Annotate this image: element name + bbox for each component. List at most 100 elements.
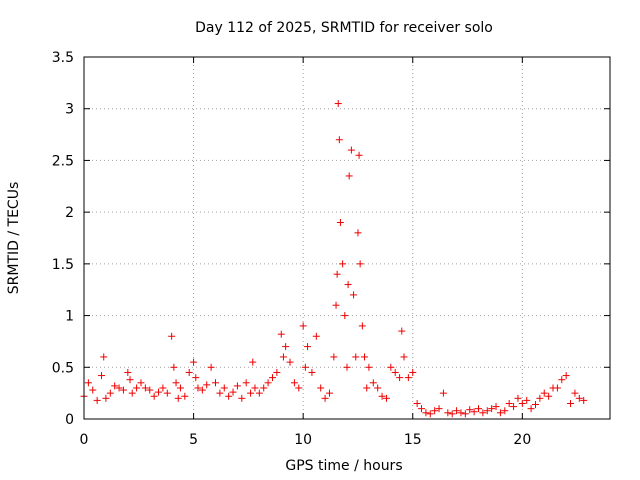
data-point [286, 358, 294, 366]
data-point [273, 368, 281, 376]
data-point [203, 381, 211, 389]
data-point [510, 403, 518, 411]
data-point [422, 409, 430, 417]
data-point [418, 405, 426, 413]
data-point [150, 392, 158, 400]
data-point [558, 376, 566, 384]
data-point [146, 386, 154, 394]
data-point [238, 394, 246, 402]
data-point [479, 409, 487, 417]
x-tick-label: 15 [404, 432, 422, 448]
data-point [350, 291, 358, 299]
y-tick-label: 1.5 [52, 257, 74, 273]
data-point [461, 410, 469, 418]
y-axis-label: SRMTID / TECUs [6, 182, 22, 295]
data-point [343, 363, 351, 371]
data-point [398, 327, 406, 335]
data-point [264, 379, 272, 387]
y-tick-label: 2 [65, 205, 74, 221]
data-point [216, 389, 224, 397]
data-point [356, 260, 364, 268]
data-point [128, 389, 136, 397]
data-point [111, 382, 119, 390]
data-point [571, 389, 579, 397]
data-point [431, 407, 439, 415]
data-point [141, 384, 149, 392]
data-point [290, 379, 298, 387]
data-point [249, 358, 257, 366]
data-point [194, 384, 202, 392]
data-point [251, 384, 259, 392]
data-point [225, 392, 233, 400]
data-point [295, 384, 303, 392]
x-tick-label: 20 [513, 432, 531, 448]
data-point [181, 392, 189, 400]
data-point [341, 312, 349, 320]
data-point [170, 363, 178, 371]
y-tick-label: 3.5 [52, 50, 74, 66]
data-point [518, 399, 526, 407]
data-point [119, 386, 127, 394]
chart-title: Day 112 of 2025, SRMTID for receiver sol… [195, 20, 493, 36]
data-point [470, 408, 478, 416]
data-point [299, 322, 307, 330]
data-point [453, 407, 461, 415]
data-point [174, 394, 182, 402]
data-point [325, 389, 333, 397]
data-point [321, 394, 329, 402]
data-point [317, 384, 325, 392]
data-point [363, 384, 371, 392]
y-tick-label: 1 [65, 309, 74, 325]
data-point [352, 353, 360, 361]
data-point [84, 379, 92, 387]
data-point [268, 374, 276, 382]
data-point [93, 396, 101, 404]
data-point [335, 136, 343, 144]
data-point [198, 386, 206, 394]
data-point [260, 384, 268, 392]
data-point [255, 389, 263, 397]
data-point [106, 389, 114, 397]
data-point [334, 100, 342, 108]
data-point [488, 405, 496, 413]
data-point [133, 384, 141, 392]
data-point [301, 363, 309, 371]
data-point [358, 322, 366, 330]
data-point [426, 410, 434, 418]
data-point [575, 394, 583, 402]
data-point [457, 409, 465, 417]
data-point [501, 407, 509, 415]
grid-layer [84, 57, 610, 419]
x-tick-label: 10 [294, 432, 312, 448]
data-point [531, 401, 539, 409]
data-point [185, 368, 193, 376]
data-point [176, 384, 184, 392]
data-point [404, 374, 412, 382]
data-point [282, 343, 290, 351]
data-point [190, 358, 198, 366]
data-point [163, 389, 171, 397]
data-point [98, 372, 106, 380]
data-point [409, 368, 417, 376]
data-point [333, 270, 341, 278]
data-point [514, 394, 522, 402]
data-point [345, 172, 353, 180]
data-point [308, 368, 316, 376]
data-point [413, 399, 421, 407]
axes: 0 5 10 15 20 0 0.5 1 1.5 2 2.5 3 3.5 [52, 50, 610, 448]
data-point [233, 382, 241, 390]
data-point [540, 389, 548, 397]
data-point [523, 396, 531, 404]
data-point [332, 301, 340, 309]
data-point [172, 379, 180, 387]
data-point [168, 332, 176, 340]
x-axis-label: GPS time / hours [285, 458, 402, 474]
data-point [124, 368, 132, 376]
data-point [492, 403, 500, 411]
data-point [391, 368, 399, 376]
data-point [536, 394, 544, 402]
data-point [207, 363, 215, 371]
data-point [247, 389, 255, 397]
plot-frame [83, 56, 611, 420]
